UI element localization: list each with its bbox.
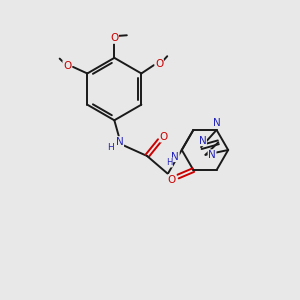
- Text: N: N: [171, 152, 179, 161]
- Text: N: N: [213, 118, 220, 128]
- Text: N: N: [199, 136, 206, 146]
- Text: O: O: [155, 59, 163, 69]
- Text: O: O: [110, 33, 118, 43]
- Text: O: O: [168, 175, 176, 184]
- Text: O: O: [63, 61, 71, 71]
- Text: N: N: [208, 150, 216, 160]
- Text: O: O: [160, 132, 168, 142]
- Text: H: H: [166, 158, 172, 167]
- Text: N: N: [116, 137, 124, 147]
- Text: H: H: [107, 142, 113, 152]
